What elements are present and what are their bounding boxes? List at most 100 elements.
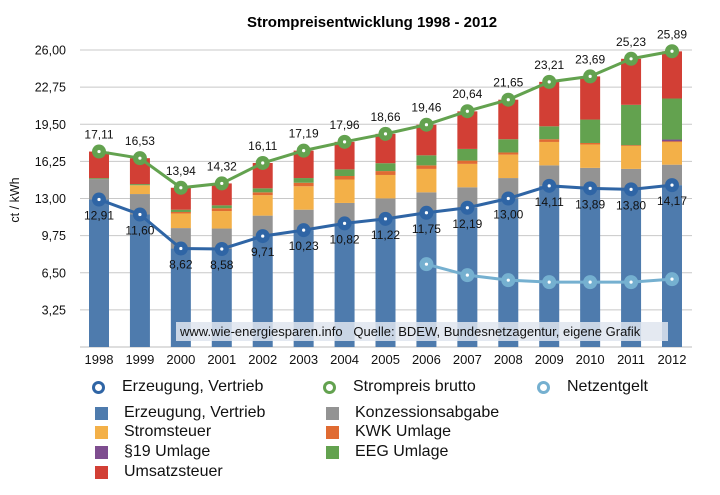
- data-label: 10,23: [289, 239, 319, 253]
- bar-segment-umsatzsteuer: [621, 58, 642, 105]
- legend-line-strompreis: Strompreis brutto: [323, 378, 476, 396]
- bar-segment-stromsteuer: [539, 141, 560, 166]
- data-label: 13,00: [493, 208, 523, 222]
- legend-label: Erzeugung, Vertrieb: [122, 378, 264, 395]
- bar-segment-stromsteuer: [662, 141, 682, 165]
- point-center: [506, 98, 510, 102]
- bar-segment-umsatzsteuer: [89, 151, 109, 179]
- data-label: 13,80: [616, 198, 646, 212]
- bar-segment-umsatzsteuer: [416, 124, 437, 156]
- bar-segment-eeg-umlage: [416, 155, 437, 166]
- source-annotation: www.wie-energiesparen.info Quelle: BDEW,…: [176, 322, 668, 341]
- point-center: [629, 280, 633, 284]
- bar-segment-stromsteuer: [416, 168, 437, 193]
- point-center: [261, 161, 265, 165]
- bar-segment-erzeugung-vertrieb: [498, 198, 519, 347]
- point-center: [588, 280, 592, 284]
- legend-line-erzeugung: Erzeugung, Vertrieb: [92, 378, 263, 396]
- data-label: 25,23: [616, 35, 646, 49]
- point-center: [670, 49, 674, 53]
- bar-segment-eeg-umlage: [334, 169, 355, 176]
- bar-segment-erzeugung-vertrieb: [539, 185, 560, 347]
- data-label: 21,65: [493, 76, 523, 90]
- bar-segment-stromsteuer: [293, 186, 314, 210]
- data-label: 14,17: [657, 194, 687, 208]
- bar-segment-eeg-umlage: [170, 209, 191, 212]
- bar-segment-konzessionsabgabe: [498, 178, 519, 199]
- bar-segment-kwk-umlage: [170, 211, 191, 214]
- legend-label: Strompreis brutto: [353, 378, 476, 395]
- x-tick-label: 2010: [576, 352, 605, 367]
- swatch-icon: [95, 406, 108, 420]
- x-tick-labels: 1998 1999 2000 2001 2002 2003 2004 2005 2006 2007…: [85, 352, 687, 367]
- point-center: [506, 196, 510, 201]
- bar-segment-stromsteuer: [252, 195, 273, 216]
- x-tick-label: 2000: [166, 352, 195, 367]
- bar-segment-konzessionsabgabe: [457, 187, 478, 208]
- bar-segment-umsatzsteuer: [334, 141, 355, 170]
- legend-bar-umsatzsteuer: Umsatzsteuer: [95, 463, 223, 481]
- bar-segment-umsatzsteuer: [580, 76, 601, 120]
- point-center: [342, 221, 347, 226]
- legend-label: Netzentgelt: [567, 378, 648, 395]
- legend-label: §19 Umlage: [124, 443, 211, 460]
- bar-segment-erzeugung-vertrieb: [580, 188, 601, 347]
- x-tick-label: 1999: [125, 352, 154, 367]
- legend-line-netzentgelt: Netzentgelt: [537, 378, 648, 396]
- bar-segment-erzeugung-vertrieb: [252, 236, 273, 347]
- bar-segment--19-umlage: [662, 139, 682, 142]
- data-label: 23,21: [534, 58, 564, 72]
- data-label: 19,46: [411, 101, 441, 115]
- legend-label: Stromsteuer: [124, 423, 212, 440]
- data-label: 8,58: [210, 258, 234, 272]
- bar-segment-stromsteuer: [129, 185, 150, 195]
- x-tick-label: 2001: [207, 352, 236, 367]
- chart-title: Strompreisentwicklung 1998 - 2012: [247, 14, 497, 31]
- point-center: [179, 246, 183, 251]
- point-center: [629, 57, 633, 61]
- y-tick-label: 9,75: [42, 229, 66, 243]
- bar-segment-eeg-umlage: [89, 178, 109, 180]
- point-center: [506, 278, 510, 282]
- x-tick-label: 1998: [85, 352, 114, 367]
- data-label: 12,19: [452, 217, 482, 231]
- bar-segment-eeg-umlage: [621, 104, 642, 146]
- bar-segment-umsatzsteuer: [252, 162, 273, 189]
- swatch-icon: [95, 465, 108, 479]
- legend-bar-par19: §19 Umlage: [95, 443, 210, 461]
- swatch-icon: [326, 406, 339, 420]
- legend-bar-erzeugung: Erzeugung, Vertrieb: [95, 404, 265, 422]
- bar-segment-erzeugung-vertrieb: [129, 214, 150, 347]
- legend-bar-konzession: Konzessionsabgabe: [326, 404, 499, 422]
- bar-segment-erzeugung-vertrieb: [416, 212, 437, 347]
- bar-segment-stromsteuer: [334, 179, 355, 203]
- legend-label: Konzessionsabgabe: [355, 404, 500, 421]
- ring-icon: [92, 380, 105, 394]
- bar-segment-konzessionsabgabe: [334, 202, 355, 224]
- y-tick-label: 19,50: [35, 118, 66, 132]
- bar-segment-umsatzsteuer: [498, 99, 519, 140]
- x-tick-label: 2006: [412, 352, 441, 367]
- point-center: [465, 109, 469, 113]
- bar-segment-kwk-umlage: [293, 182, 314, 187]
- point-center: [547, 280, 551, 284]
- point-center: [138, 156, 142, 160]
- y-tick-label: 26,00: [35, 44, 66, 58]
- legend: Erzeugung, Vertrieb Strompreis brutto Ne…: [0, 372, 720, 492]
- bar-segment-konzessionsabgabe: [662, 164, 682, 186]
- point-center: [342, 140, 347, 144]
- point-center: [465, 206, 469, 210]
- point-center: [383, 217, 388, 221]
- bar-segment-konzessionsabgabe: [621, 168, 642, 190]
- bar-segment-umsatzsteuer: [539, 81, 560, 127]
- bar-segment-konzessionsabgabe: [211, 228, 232, 249]
- y-axis-label: ct / kWh: [8, 177, 22, 222]
- legend-bar-eeg: EEG Umlage: [326, 443, 448, 461]
- bar-segment-eeg-umlage: [539, 126, 560, 140]
- data-label: 13,89: [575, 197, 605, 211]
- data-label: 9,71: [251, 245, 275, 259]
- data-label: 14,11: [535, 195, 564, 209]
- bar-segment-eeg-umlage: [457, 148, 478, 161]
- legend-label: Erzeugung, Vertrieb: [124, 404, 266, 421]
- point-center: [547, 80, 551, 84]
